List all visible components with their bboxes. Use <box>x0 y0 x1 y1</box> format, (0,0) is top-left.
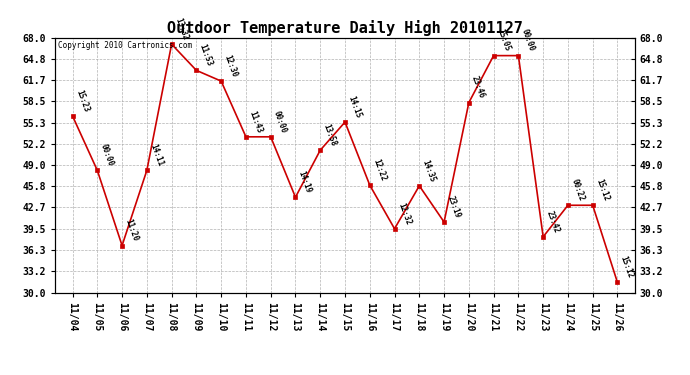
Text: 14:15: 14:15 <box>346 94 363 119</box>
Text: 23:46: 23:46 <box>471 75 486 100</box>
Text: 12:30: 12:30 <box>223 54 239 78</box>
Text: 00:00: 00:00 <box>272 109 288 134</box>
Title: Outdoor Temperature Daily High 20101127: Outdoor Temperature Daily High 20101127 <box>167 20 523 36</box>
Text: 12:32: 12:32 <box>396 201 413 226</box>
Text: 00:00: 00:00 <box>520 28 536 53</box>
Text: 13:32: 13:32 <box>173 16 189 41</box>
Text: 23:19: 23:19 <box>446 195 462 219</box>
Text: 23:42: 23:42 <box>544 209 561 234</box>
Text: 00:22: 00:22 <box>569 178 586 203</box>
Text: 11:43: 11:43 <box>247 109 264 134</box>
Text: 11:53: 11:53 <box>198 43 214 68</box>
Text: Copyright 2010 Cartronics.com: Copyright 2010 Cartronics.com <box>58 41 193 50</box>
Text: 11:20: 11:20 <box>124 218 140 243</box>
Text: 12:22: 12:22 <box>371 158 388 182</box>
Text: 15:23: 15:23 <box>74 88 90 113</box>
Text: 13:58: 13:58 <box>322 123 338 147</box>
Text: 14:35: 14:35 <box>421 158 437 183</box>
Text: 14:19: 14:19 <box>297 170 313 194</box>
Text: 14:11: 14:11 <box>148 143 165 168</box>
Text: 15:12: 15:12 <box>619 255 635 280</box>
Text: 15:05: 15:05 <box>495 28 511 53</box>
Text: 00:00: 00:00 <box>99 143 115 168</box>
Text: 15:12: 15:12 <box>594 178 611 203</box>
